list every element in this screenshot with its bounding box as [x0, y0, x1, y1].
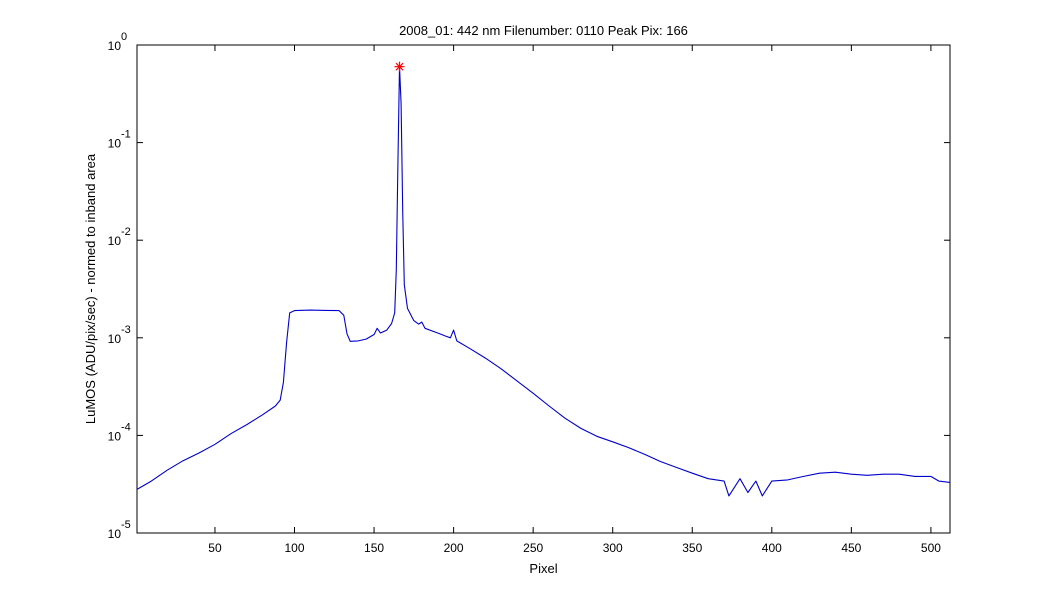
x-axis-label: Pixel [529, 561, 557, 576]
x-tick-label: 100 [284, 541, 304, 555]
x-axis-ticks: 50 100 150 200 250 300 350 400 450 500 [208, 45, 941, 555]
x-tick-label: 150 [364, 541, 384, 555]
y-tick-exponent: -5 [121, 519, 131, 531]
y-tick-label: 10 [108, 332, 122, 346]
y-tick-exponent: -4 [121, 421, 131, 433]
x-tick-label: 300 [603, 541, 623, 555]
x-tick-label: 450 [841, 541, 861, 555]
plot-area [136, 44, 951, 534]
y-tick-label: 10 [108, 39, 122, 53]
y-tick-label: 10 [108, 429, 122, 443]
y-tick-label: 10 [108, 527, 122, 541]
chart-title: 2008_01: 442 nm Filenumber: 0110 Peak Pi… [399, 23, 688, 38]
x-tick-label: 350 [682, 541, 702, 555]
x-tick-label: 500 [921, 541, 941, 555]
peak-marker-stroke [395, 62, 404, 71]
x-tick-label: 200 [444, 541, 464, 555]
spectrum-series-line [136, 66, 951, 497]
y-tick-exponent: -3 [121, 324, 131, 336]
y-tick-label: 10 [108, 234, 122, 248]
y-tick-exponent: -2 [121, 226, 131, 238]
y-tick-label: 10 [108, 137, 122, 151]
x-tick-label: 50 [208, 541, 222, 555]
peak-marker [394, 61, 405, 72]
x-tick-label: 250 [523, 541, 543, 555]
y-axis-label: LuMOS (ADU/pix/sec) - normed to inband a… [83, 153, 98, 424]
y-tick-exponent: 0 [121, 31, 127, 43]
x-tick-label: 400 [762, 541, 782, 555]
y-tick-exponent: -1 [121, 129, 131, 141]
